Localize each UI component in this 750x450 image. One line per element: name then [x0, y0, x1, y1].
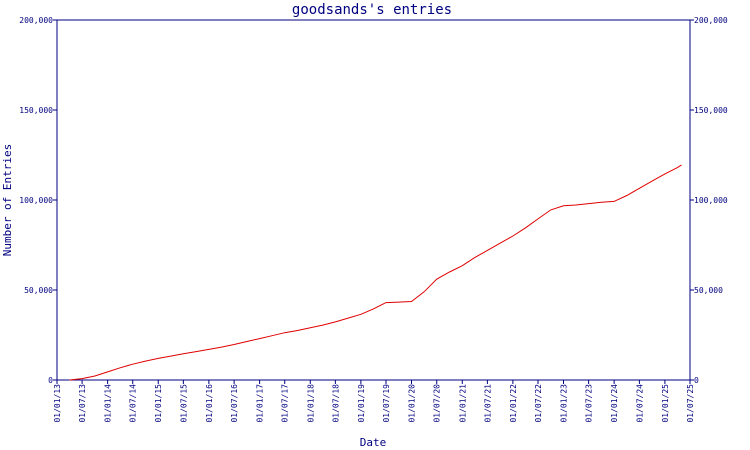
x-tick-label: 01/07/20: [433, 384, 442, 423]
x-tick-label: 01/01/16: [205, 384, 214, 423]
x-tick-label: 01/01/17: [256, 384, 265, 423]
x-tick-label: 01/07/15: [179, 384, 188, 423]
x-tick-label: 01/07/24: [635, 384, 644, 423]
x-tick-label: 01/07/16: [230, 384, 239, 423]
x-tick-label: 01/07/25: [686, 384, 695, 423]
x-tick-label: 01/01/15: [154, 384, 163, 423]
x-tick-label: 01/01/25: [661, 384, 670, 423]
x-tick-label: 01/07/17: [281, 384, 290, 423]
x-tick-label: 01/01/23: [560, 384, 569, 423]
x-tick-label: 01/07/19: [382, 384, 391, 423]
plot-frame: [56, 19, 691, 381]
y-tick-label-right: 150,000: [694, 106, 728, 115]
x-tick-label: 01/07/18: [331, 384, 340, 423]
x-tick-label: 01/01/21: [458, 384, 467, 423]
x-tick-label: 01/01/19: [357, 384, 366, 423]
x-tick-label: 01/07/13: [78, 384, 87, 423]
x-tick-label: 01/01/24: [610, 384, 619, 423]
y-tick-label-left: 100,000: [19, 196, 53, 205]
y-tick-label-left: 50,000: [24, 286, 53, 295]
x-tick-label: 01/07/14: [129, 384, 138, 423]
y-axis-label: Number of Entries: [1, 144, 14, 257]
chart-title: goodsands's entries: [292, 2, 452, 18]
y-tick-label-left: 150,000: [19, 106, 53, 115]
y-tick-label-right: 200,000: [694, 16, 728, 25]
y-tick-label-right: 50,000: [694, 286, 723, 295]
x-tick-label: 01/07/21: [483, 384, 492, 423]
y-tick-label-right: 0: [694, 376, 699, 385]
x-axis-ticks: 01/01/13 01/07/13 01/01/14 01/07/14 01/01/15…: [53, 380, 695, 423]
x-tick-label: 01/01/22: [509, 384, 518, 423]
x-tick-label: 01/01/18: [306, 384, 315, 423]
x-tick-label: 01/01/14: [104, 384, 113, 423]
y-tick-label-left: 200,000: [19, 16, 53, 25]
x-axis-label: Date: [360, 436, 387, 449]
y-tick-label-right: 100,000: [694, 196, 728, 205]
x-tick-label: 01/01/20: [408, 384, 417, 423]
y-axis-ticks: 0 0 50,000 50,000 100,000 100,000 150,000 150,0…: [19, 16, 728, 385]
x-tick-label: 01/01/13: [53, 384, 62, 423]
x-tick-label: 01/07/22: [534, 384, 543, 423]
series-line: [69, 164, 682, 381]
x-tick-label: 01/07/23: [585, 384, 594, 423]
y-tick-label-left: 0: [48, 376, 53, 385]
